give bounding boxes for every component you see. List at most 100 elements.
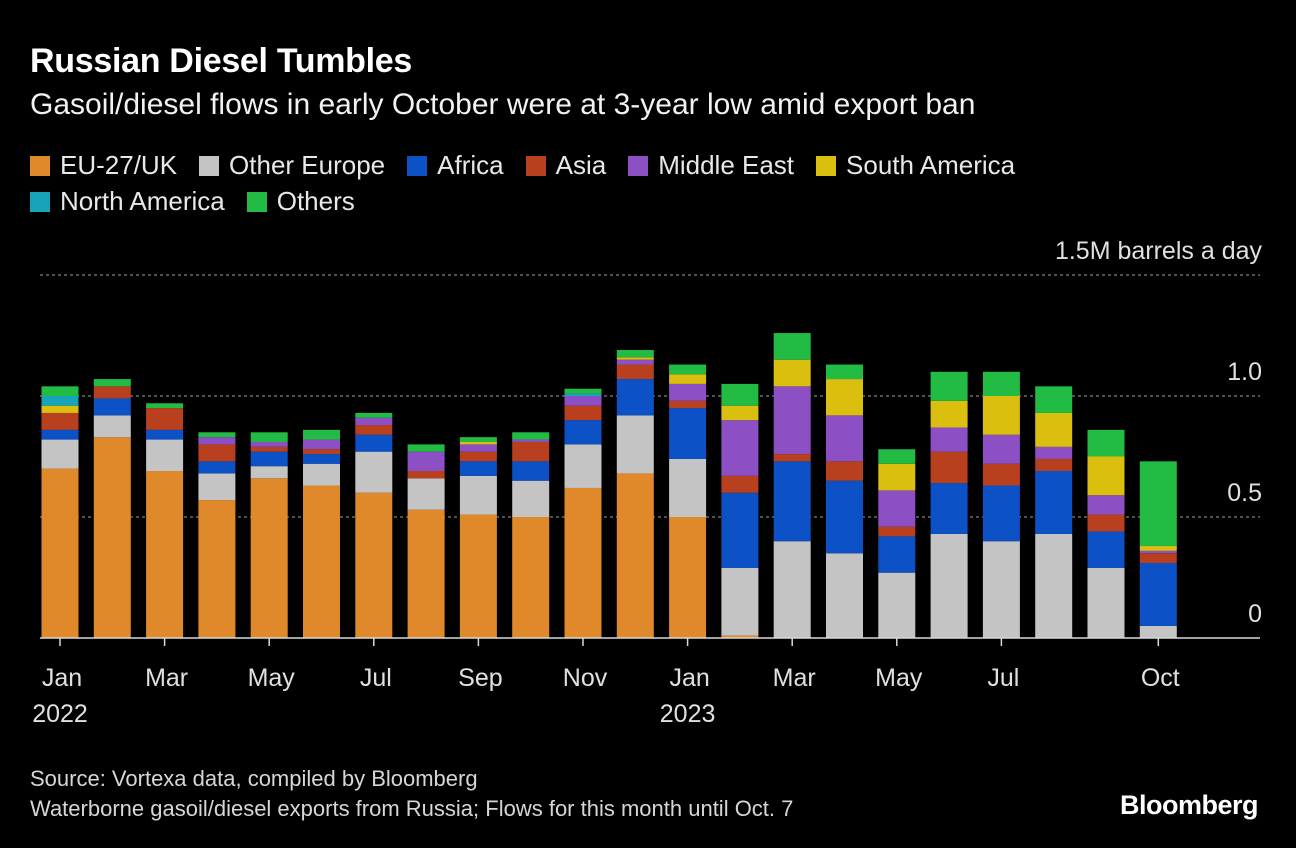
x-tick-label: Jan: [42, 664, 82, 692]
bar-segment: [773, 541, 811, 638]
bar-segment: [1087, 456, 1125, 496]
bar-segment: [303, 454, 340, 464]
legend-item: North America: [30, 186, 225, 217]
bar-segment: [1087, 531, 1125, 568]
bar-segment: [93, 398, 131, 416]
bar-segment: [41, 412, 79, 430]
bar-segment: [459, 461, 497, 476]
bar-segment: [146, 429, 184, 440]
bar-segment: [512, 439, 550, 442]
legend: EU-27/UK Other Europe Africa Asia Middle Eas…: [30, 150, 1015, 181]
x-tick-year-label: 2023: [660, 700, 716, 728]
bar-segment: [878, 449, 916, 464]
legend-row-2: North America Others: [30, 186, 355, 217]
bar-segment: [1035, 458, 1073, 472]
legend-item: South America: [816, 150, 1015, 181]
bar-segment: [198, 473, 236, 501]
x-tick-label: Jul: [360, 664, 392, 692]
bar-segment: [616, 364, 654, 380]
bar-segment: [1035, 533, 1073, 638]
bar-segment: [355, 451, 393, 493]
bar-segment: [355, 425, 393, 435]
legend-label: North America: [60, 186, 225, 216]
bar-segment: [512, 517, 550, 638]
bar-segment: [1087, 567, 1125, 638]
bar-segment: [512, 480, 550, 517]
bar-segment: [407, 444, 445, 452]
bar-segment: [459, 437, 497, 442]
bar-segment: [1087, 429, 1125, 457]
bar-segment: [721, 635, 759, 638]
x-tick-label: Jan: [669, 664, 709, 692]
bar-segment: [669, 374, 707, 384]
bar-segment: [198, 444, 236, 462]
bar-segment: [1035, 386, 1073, 413]
legend-swatch: [816, 155, 837, 176]
bloomberg-logo: Bloomberg: [1119, 790, 1259, 820]
bar-segment: [41, 429, 79, 440]
legend-label: Other Europe: [229, 150, 386, 180]
source-note: Source: Vortexa data, compiled by Bloomb…: [30, 766, 478, 791]
bar-segment: [878, 572, 916, 638]
legend-label: Others: [276, 186, 355, 216]
bar-segment: [982, 396, 1020, 435]
bar-segment: [1139, 550, 1177, 554]
bar-segment: [982, 371, 1020, 396]
bar-segment: [878, 526, 916, 537]
bar-segment: [512, 432, 550, 440]
bar-segment: [616, 473, 654, 638]
bar-segment: [669, 458, 707, 517]
bar-segment: [407, 509, 445, 638]
bar-segment: [407, 451, 445, 472]
bar-segment: [512, 441, 550, 462]
legend-label: Middle East: [658, 150, 795, 180]
bar-segment: [982, 485, 1020, 542]
bar-segment: [1139, 461, 1177, 547]
bar-segment: [669, 383, 707, 401]
chart-subtitle: Gasoil/diesel flows in early October wer…: [30, 88, 976, 121]
bar-segment: [355, 434, 393, 452]
bar-segment: [250, 446, 288, 452]
x-tick-year-label: 2022: [32, 700, 88, 728]
bar-segment: [1035, 471, 1073, 534]
legend-swatch: [407, 155, 428, 176]
bar-segment: [564, 405, 602, 421]
legend-item: EU-27/UK: [30, 150, 177, 181]
bar-segment: [41, 396, 79, 406]
bar-segment: [250, 466, 288, 479]
bar-segment: [303, 449, 340, 455]
bar-segment: [146, 439, 184, 472]
bar-segment: [721, 567, 759, 636]
bar-segment: [93, 415, 131, 438]
bar-segment: [721, 383, 759, 406]
y-tick-label: 0: [1248, 600, 1262, 628]
bar-segment: [878, 490, 916, 527]
legend-swatch: [246, 191, 267, 212]
legend-item: Other Europe: [199, 150, 385, 181]
footnote: Waterborne gasoil/diesel exports from Ru…: [30, 796, 794, 821]
bar-segment: [355, 492, 393, 638]
bar-segment: [459, 451, 497, 462]
y-tick-label: 0.5: [1227, 479, 1262, 507]
bar-segment: [930, 371, 968, 401]
bar-segment: [878, 536, 916, 573]
legend-swatch: [30, 191, 50, 212]
bar-segment: [669, 408, 707, 459]
bar-segment: [93, 379, 131, 387]
bar-segment: [146, 408, 184, 430]
bar-segment: [564, 393, 602, 396]
bar-segment: [1087, 495, 1125, 515]
bar-segment: [303, 439, 340, 450]
y-tick-label: 1.5M barrels a day: [1055, 237, 1263, 265]
bar-segment: [773, 454, 811, 462]
bar-segment: [146, 403, 184, 409]
bar-segment: [826, 553, 863, 638]
bar-segment: [355, 412, 393, 418]
bar-segment: [250, 451, 288, 467]
legend-label: Africa: [437, 150, 504, 180]
bar-segment: [1087, 514, 1125, 532]
bar-segment: [303, 485, 340, 638]
bar-segment: [826, 480, 863, 554]
bar-segment: [564, 444, 602, 488]
